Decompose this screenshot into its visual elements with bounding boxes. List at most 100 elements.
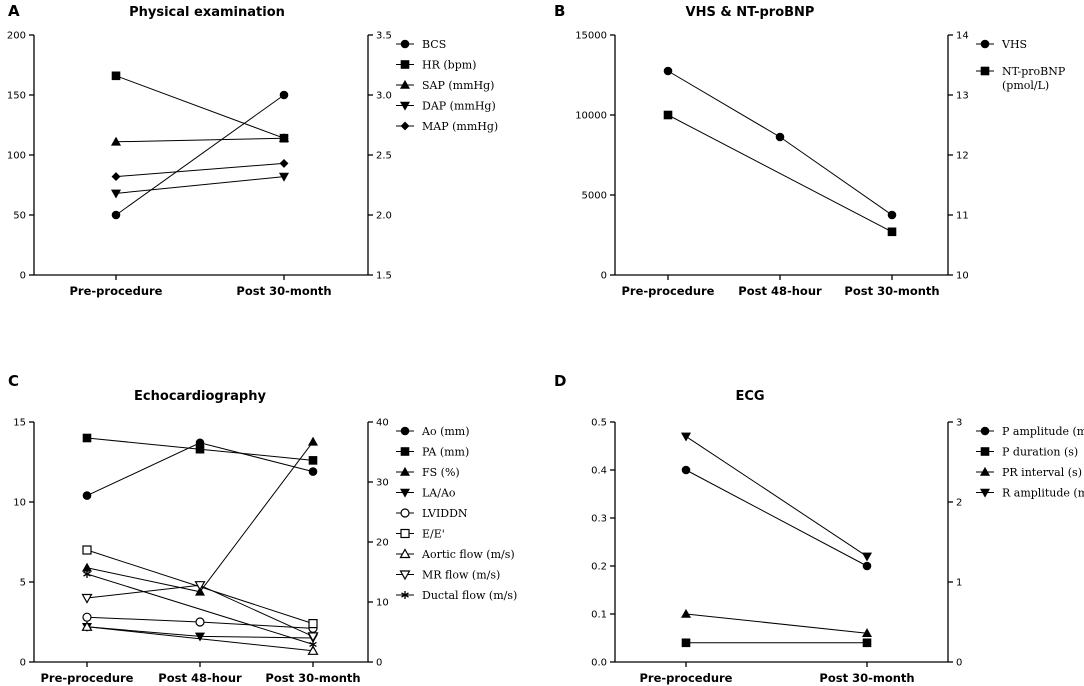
category-label: Pre-procedure <box>41 671 134 685</box>
data-point <box>308 456 318 465</box>
chart-panel-d: D ECG 0.0 0.1 0.2 0.3 0.4 0.5 0 1 2 3 Pre-procedure P… <box>554 372 1084 685</box>
data-point <box>681 638 691 648</box>
legend-marker <box>399 488 411 498</box>
right-tick-label: 0 <box>376 658 382 669</box>
series-line <box>115 75 285 139</box>
series-sap-mmhg <box>110 133 290 146</box>
chart-title: VHS & NT-proBNP <box>686 5 815 20</box>
series-vhs <box>663 66 897 220</box>
series-dap-mmhg <box>110 172 290 199</box>
data-point <box>681 465 691 475</box>
legend-item: E/E' <box>396 528 445 541</box>
legend-label: MAP (mmHg) <box>422 120 498 133</box>
data-point <box>307 645 319 655</box>
chart-panel-a: A Physical examination 0 50 100 150 200 1.5 2.0 2… <box>7 2 498 298</box>
left-tick-label: 5000 <box>582 191 607 202</box>
legend-label: P duration (s) <box>1002 446 1078 459</box>
legend-label: FS (%) <box>422 466 460 479</box>
series-pr-interval-s <box>680 608 873 638</box>
series-line <box>667 70 893 216</box>
chart-panel-c: C Echocardiography 0 5 10 15 0 10 20 30 40 Pre-proc… <box>8 372 517 685</box>
legend-marker <box>400 60 410 69</box>
legend-marker <box>979 488 991 498</box>
legend-item: P amplitude (mV) <box>976 425 1084 438</box>
data-point <box>82 612 92 622</box>
series-hr-bpm <box>111 71 289 143</box>
series-line <box>685 613 868 634</box>
series-p-duration-s <box>681 638 872 648</box>
right-tick-label: 10 <box>376 598 389 609</box>
legend-item: MR flow (m/s) <box>396 569 500 582</box>
legend-label: E/E' <box>422 528 445 541</box>
legend: BCS HR (bpm) SAP (mmHg) DAP (mmHg) MAP (mmHg… <box>396 38 498 133</box>
legend-item: LA/Ao <box>396 487 456 500</box>
legend-label: BCS <box>422 38 446 51</box>
category-label: Post 30-month <box>236 284 331 298</box>
legend-label: P amplitude (mV) <box>1002 425 1084 438</box>
panel-letter: D <box>554 372 566 390</box>
legend-marker <box>399 570 411 581</box>
legend-item: PA (mm) <box>396 446 469 459</box>
series-aortic-flow-m-s <box>81 621 319 655</box>
left-tick-label: 15000 <box>575 31 607 42</box>
left-tick-label: 0 <box>20 271 26 282</box>
legend-label: MR flow (m/s) <box>422 569 500 582</box>
left-tick-label: 0.4 <box>591 466 607 477</box>
right-tick-label: 1 <box>956 578 962 589</box>
data-point <box>82 491 92 500</box>
series-nt-probnp-pmol-l <box>663 110 897 237</box>
series-line <box>685 435 868 557</box>
data-point <box>680 432 692 442</box>
category-label: Post 48-hour <box>158 671 242 685</box>
right-tick-label: 3.0 <box>376 91 392 102</box>
category-label: Pre-procedure <box>622 284 715 298</box>
data-point <box>195 444 205 454</box>
legend-item: NT-proBNP(pmol/L) <box>976 65 1066 92</box>
data-point <box>308 618 318 629</box>
legend-item: P duration (s) <box>976 446 1078 459</box>
left-tick-label: 0.3 <box>591 514 607 525</box>
series-line <box>667 114 893 233</box>
series-bcs <box>111 90 289 220</box>
series-ductal-flow-m-s <box>83 570 317 649</box>
data-point <box>83 570 91 578</box>
category-label: Post 48-hour <box>738 284 822 298</box>
data-point <box>307 436 319 446</box>
series-mr-flow-m-s <box>81 581 319 643</box>
data-point <box>861 552 873 562</box>
legend-label: LA/Ao <box>422 487 456 500</box>
category-label: Post 30-month <box>819 671 914 685</box>
legend-marker <box>400 39 410 49</box>
right-tick-label: 0 <box>956 658 962 669</box>
left-tick-label: 10000 <box>575 111 607 122</box>
left-tick-label: 0.0 <box>591 658 607 669</box>
legend-label: NT-proBNP <box>1002 65 1066 78</box>
left-tick-label: 10 <box>13 498 26 509</box>
data-point <box>663 66 673 76</box>
data-point <box>81 593 93 604</box>
series-line <box>115 94 285 216</box>
data-point <box>278 133 290 142</box>
legend-marker <box>979 466 991 476</box>
legend: VHS NT-proBNP(pmol/L) <box>976 38 1066 92</box>
right-tick-label: 10 <box>956 271 969 282</box>
left-tick-label: 0.2 <box>591 562 607 573</box>
legend-marker <box>399 79 411 89</box>
left-tick-label: 0.1 <box>591 610 607 621</box>
data-point <box>82 433 92 443</box>
panel-letter: A <box>8 2 20 20</box>
right-tick-label: 3.5 <box>376 31 392 42</box>
data-point <box>111 71 121 81</box>
legend-marker <box>400 528 410 539</box>
data-point <box>195 617 205 627</box>
left-tick-label: 15 <box>13 418 26 429</box>
data-point <box>279 158 289 168</box>
data-point <box>663 110 673 120</box>
legend-item: DAP (mmHg) <box>396 100 496 113</box>
left-tick-label: 200 <box>7 31 26 42</box>
legend-marker <box>980 426 990 436</box>
left-tick-label: 0.5 <box>591 418 607 429</box>
data-point <box>680 608 692 618</box>
right-tick-label: 30 <box>376 478 389 489</box>
left-tick-label: 5 <box>20 578 26 589</box>
